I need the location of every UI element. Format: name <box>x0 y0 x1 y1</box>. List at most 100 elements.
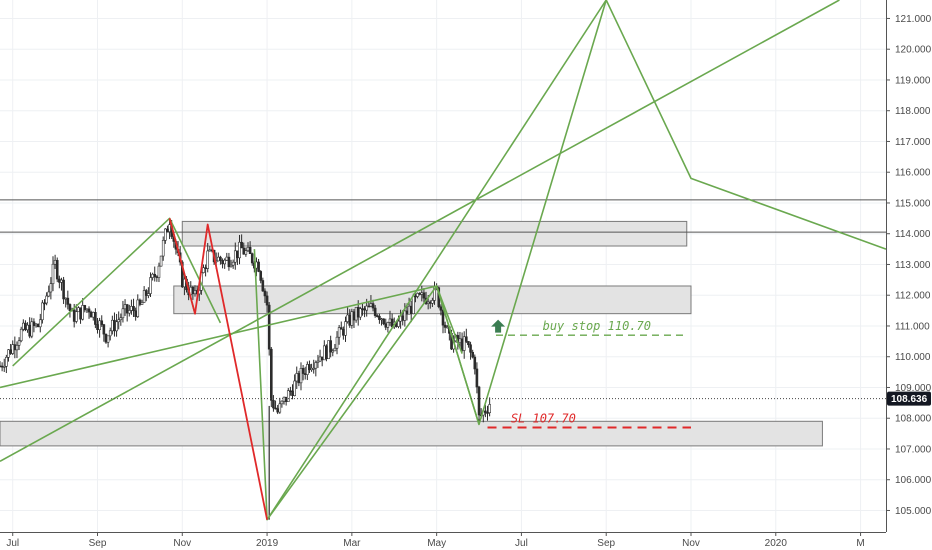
candle-body <box>373 307 377 316</box>
time-tick-label: M <box>856 538 864 549</box>
candle-body <box>274 407 277 410</box>
candle-body <box>248 246 252 255</box>
pattern-line-green <box>168 217 222 324</box>
resistance-lines <box>0 199 886 233</box>
candle-body <box>138 299 142 305</box>
candle-body <box>127 310 131 314</box>
candle-body <box>157 265 161 278</box>
candle-body <box>53 259 57 265</box>
candle-body <box>217 256 220 262</box>
annotations: buy stop 110.70 SL 107.70 <box>0 319 886 429</box>
candle-body <box>58 278 61 283</box>
price-tick-label: 117.000 <box>895 137 931 148</box>
pattern-line-green <box>12 217 196 367</box>
candle-body <box>233 250 237 263</box>
candle-body <box>378 315 381 320</box>
candle-body <box>22 322 25 330</box>
candle-body <box>142 290 146 303</box>
pattern-line-green <box>266 0 607 521</box>
candle-body <box>26 324 29 331</box>
candle-body <box>270 348 273 401</box>
candle-body <box>9 349 12 354</box>
candle-body <box>111 319 114 332</box>
candle-body <box>246 246 250 252</box>
candle-body <box>104 333 108 343</box>
candle-body <box>418 293 421 295</box>
candle-body <box>83 305 87 311</box>
candle-body <box>462 336 466 351</box>
candle-body <box>371 303 375 309</box>
candle-body <box>337 327 341 338</box>
candle-body <box>308 364 311 371</box>
candle-body <box>5 357 8 367</box>
candle-body <box>229 264 233 268</box>
candle-body <box>441 309 445 326</box>
candle-body <box>405 310 409 315</box>
candle-body <box>488 404 491 413</box>
time-tick-label: Jul <box>515 538 528 549</box>
candle-body <box>206 250 210 269</box>
candle-body <box>140 302 144 305</box>
price-tick-label: 108.000 <box>895 414 932 425</box>
candle-body <box>469 344 472 353</box>
candle-body <box>24 322 27 331</box>
candle-body <box>0 365 4 368</box>
candle-body <box>100 320 104 325</box>
candle-body <box>223 259 226 265</box>
candle-body <box>43 302 46 305</box>
price-tick-label: 112.000 <box>895 291 931 302</box>
candle-body <box>132 306 135 312</box>
time-tick-label: Nov <box>173 538 191 549</box>
candle-body <box>168 224 171 233</box>
candle-body <box>257 261 260 272</box>
candle-body <box>467 341 470 346</box>
candle-body <box>130 306 133 311</box>
time-tick-label: 2020 <box>765 538 788 549</box>
candle-body <box>369 303 373 307</box>
candle-body <box>108 330 112 337</box>
candle-body <box>66 297 70 305</box>
candle-body <box>286 390 290 402</box>
buy-stop-label: buy stop 110.70 <box>543 319 651 333</box>
candle-body <box>193 290 197 295</box>
candle-body <box>144 290 148 296</box>
candle-body <box>295 373 299 382</box>
candle-body <box>36 323 40 328</box>
stop-loss-label: SL 107.70 <box>511 411 576 425</box>
candle-body <box>267 304 271 350</box>
price-tick-label: 114.000 <box>895 229 931 240</box>
pattern-line-red <box>168 218 268 520</box>
candle-body <box>72 309 76 322</box>
candle-body <box>460 338 464 351</box>
candle-body <box>45 295 48 304</box>
candle-body <box>204 267 207 270</box>
candle-body <box>17 340 21 346</box>
candle-body <box>227 256 231 268</box>
candle-body <box>102 324 106 335</box>
candle-body <box>98 320 101 330</box>
candle-body <box>382 318 385 325</box>
candle-body <box>426 301 430 304</box>
time-tick-label: Sep <box>597 538 615 549</box>
candle-body <box>68 304 72 312</box>
candle-body <box>473 356 477 370</box>
candle-body <box>191 286 195 295</box>
candle-body <box>136 299 140 317</box>
candle-body <box>7 349 10 358</box>
candle-body <box>293 380 296 396</box>
candle-body <box>208 249 212 252</box>
candle-body <box>380 318 383 321</box>
candle-body <box>153 273 157 277</box>
candle-body <box>465 336 468 342</box>
candle-body <box>161 240 165 257</box>
candle-body <box>87 308 91 313</box>
candle-body <box>2 366 6 368</box>
candle-body <box>335 336 339 349</box>
time-tick-label: 2019 <box>256 538 279 549</box>
candle-body <box>363 308 366 311</box>
candle-body <box>75 311 78 322</box>
candle-body <box>32 321 36 327</box>
candle-body <box>484 410 487 413</box>
candle-body <box>365 305 368 311</box>
